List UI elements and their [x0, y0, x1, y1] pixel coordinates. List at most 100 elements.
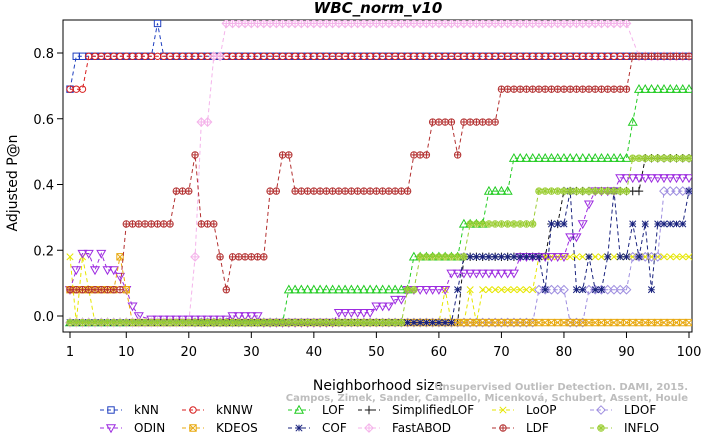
point-odin: [558, 253, 570, 263]
point-ldf: [491, 118, 499, 126]
legend-label-cof: COF: [322, 421, 347, 434]
point-inflo: [604, 187, 612, 195]
legend-marker-cof: [295, 424, 303, 432]
point-lof: [640, 83, 651, 93]
point-inflo: [228, 318, 237, 327]
plot-frame: [62, 19, 693, 333]
point-lof: [552, 152, 563, 162]
point-inflo: [428, 253, 437, 261]
y-tick-label: 0.0: [33, 310, 54, 325]
legend-item-loop: LoOP: [492, 403, 557, 417]
point-lof: [302, 284, 313, 294]
point-inflo: [416, 253, 424, 261]
point-lof: [646, 83, 657, 93]
point-lof: [683, 83, 692, 93]
point-odin: [652, 174, 663, 184]
point-loop: [666, 253, 674, 261]
point-ldf: [153, 220, 162, 228]
point-ldf: [579, 85, 587, 93]
point-lof: [652, 83, 663, 93]
point-loop: [610, 253, 618, 261]
point-lof: [502, 185, 513, 195]
point-lof: [490, 185, 501, 195]
point-inflo: [203, 318, 212, 327]
series-fastabod: [65, 20, 692, 328]
legend-marker-lof: [293, 404, 305, 414]
point-inflo: [647, 154, 656, 162]
point-inflo: [172, 318, 180, 327]
series-line-ldof: [70, 190, 689, 324]
point-ldf: [453, 151, 462, 159]
point-ldf: [522, 85, 531, 93]
point-cof: [404, 319, 412, 327]
point-loop: [679, 253, 687, 261]
point-odin: [240, 312, 251, 322]
point-cof: [441, 319, 449, 327]
point-lof: [321, 284, 332, 294]
x-tick-label: 90: [618, 345, 635, 360]
point-odin: [127, 302, 138, 312]
point-ldf: [341, 187, 349, 195]
point-loop: [491, 286, 499, 294]
point-ldf: [78, 286, 87, 294]
point-odin: [114, 272, 126, 282]
point-ldf: [485, 118, 493, 126]
point-ldf: [216, 253, 224, 261]
point-ldf: [66, 286, 74, 294]
legend-label-fastabod: FastABOD: [392, 421, 451, 434]
point-loop: [660, 253, 668, 261]
point-inflo: [366, 318, 374, 327]
point-ldf: [591, 85, 599, 93]
point-ldf: [197, 220, 206, 228]
point-inflo: [222, 318, 231, 327]
point-ldf: [228, 253, 237, 261]
series-line-fastabod: [70, 22, 689, 324]
point-inflo: [610, 187, 618, 195]
point-cof: [641, 220, 649, 228]
point-inflo: [453, 253, 462, 261]
point-odin: [571, 233, 582, 243]
point-ldf: [210, 220, 218, 228]
point-inflo: [122, 318, 130, 327]
legend-marker-inflo: [597, 424, 605, 432]
point-odin: [433, 286, 444, 295]
point-ldf: [622, 85, 631, 93]
legend-marker-knn: [107, 406, 115, 414]
y-tick-label: 0.4: [33, 179, 54, 194]
point-odin: [483, 269, 494, 279]
point-ldf: [135, 220, 143, 228]
point-ldf: [641, 52, 649, 60]
point-lof: [283, 284, 294, 294]
point-inflo: [522, 220, 531, 228]
point-cof: [685, 187, 692, 195]
point-ldf: [191, 151, 199, 159]
point-ldf: [403, 187, 412, 195]
series-line-knnw: [70, 55, 689, 90]
point-inflo: [360, 318, 368, 327]
x-tick-label: 80: [556, 345, 573, 360]
point-lof: [327, 284, 338, 294]
y-tick-label: 0.2: [33, 244, 54, 259]
point-ldf: [335, 187, 343, 195]
point-ldof: [559, 284, 569, 295]
point-loop: [510, 286, 518, 294]
point-ldf: [666, 52, 674, 60]
point-ldf: [397, 187, 406, 195]
point-inflo: [403, 286, 412, 294]
point-inflo: [466, 220, 474, 228]
point-inflo: [291, 318, 299, 327]
point-inflo: [166, 318, 174, 327]
point-odin: [89, 266, 101, 276]
point-odin: [583, 200, 595, 210]
point-ldf: [360, 187, 368, 195]
point-cof: [516, 253, 524, 261]
point-loop: [672, 253, 681, 261]
point-odin: [502, 269, 513, 279]
y-tick-label: 0.6: [33, 113, 54, 128]
point-odin: [615, 174, 626, 184]
point-inflo: [597, 187, 606, 195]
point-inflo: [447, 253, 456, 261]
point-ldf: [497, 85, 506, 93]
point-ldf: [91, 286, 99, 294]
